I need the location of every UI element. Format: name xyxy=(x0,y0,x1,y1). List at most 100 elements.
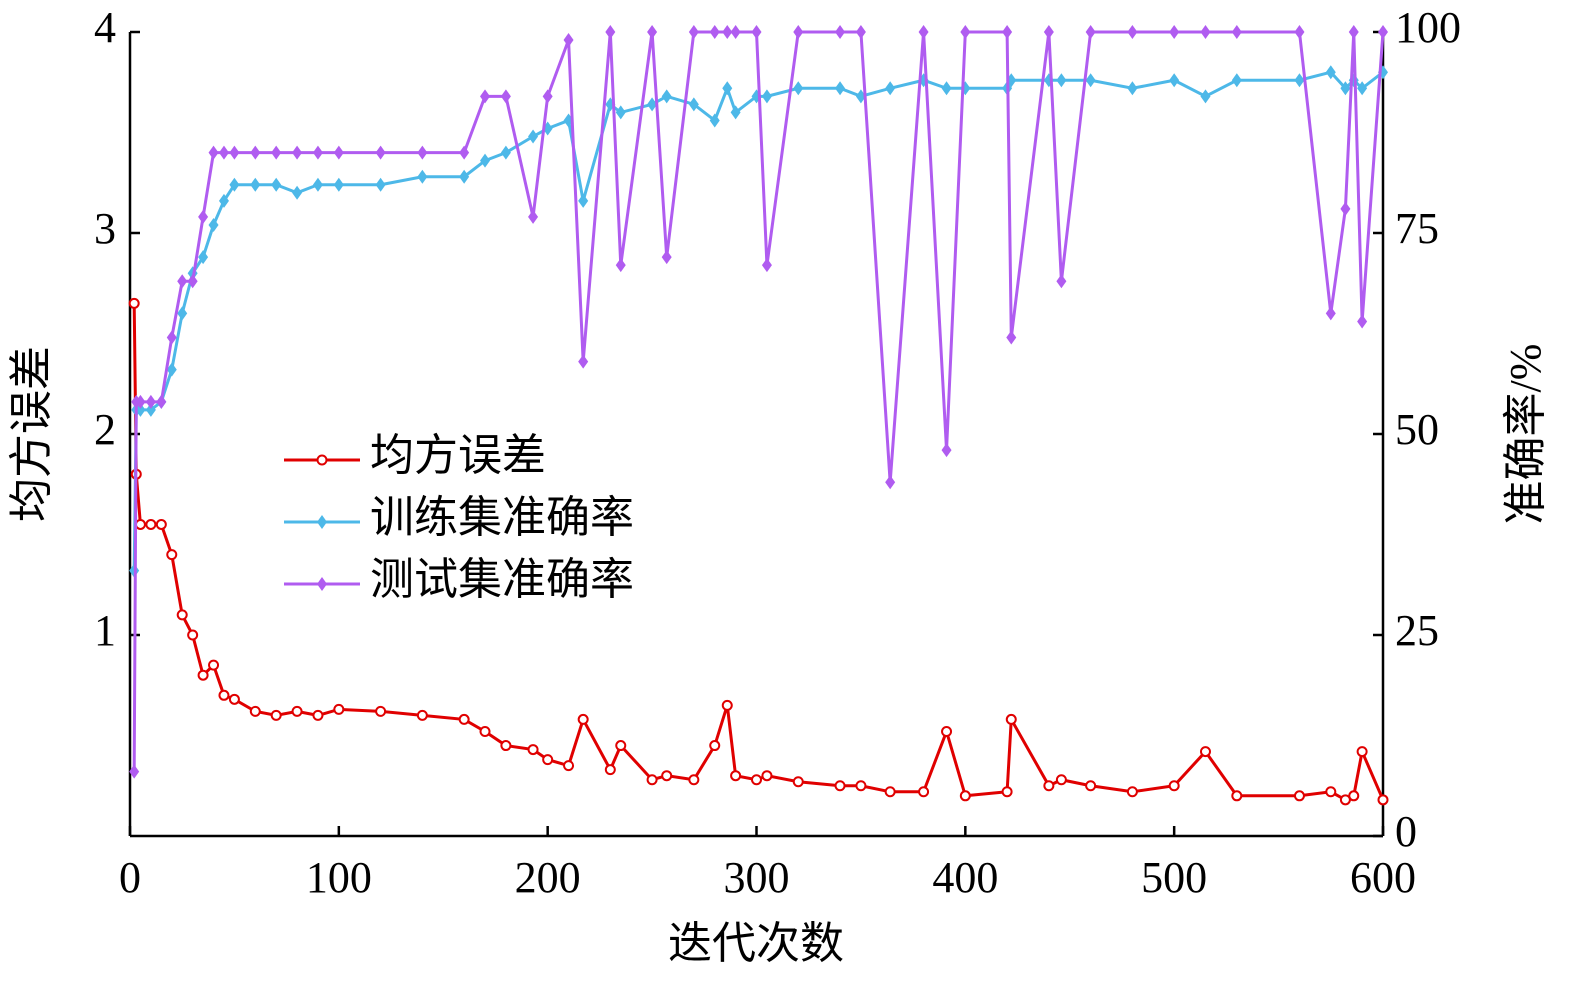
marker xyxy=(1169,73,1180,88)
series xyxy=(129,25,1388,779)
marker xyxy=(198,250,209,265)
marker xyxy=(1339,794,1351,806)
marker xyxy=(1001,786,1013,798)
marker xyxy=(615,105,626,120)
marker xyxy=(1294,25,1305,39)
x-axis-title: 迭代次数 xyxy=(668,919,844,968)
marker xyxy=(855,780,867,792)
marker xyxy=(500,145,511,160)
marker xyxy=(333,177,344,192)
marker xyxy=(835,81,846,96)
marker xyxy=(218,193,229,208)
y-tick-label: 4 xyxy=(94,3,116,52)
marker xyxy=(218,145,229,160)
marker xyxy=(1085,73,1096,88)
marker xyxy=(375,177,386,192)
marker xyxy=(918,25,929,39)
legend-label: 训练集准确率 xyxy=(370,493,634,542)
marker xyxy=(615,258,626,273)
marker xyxy=(375,145,386,160)
marker xyxy=(1231,73,1242,88)
marker xyxy=(1055,774,1067,786)
marker xyxy=(1378,25,1388,39)
marker xyxy=(527,744,539,756)
marker xyxy=(941,443,952,458)
marker xyxy=(793,25,804,39)
marker xyxy=(1005,713,1017,725)
marker xyxy=(1085,780,1097,792)
legend-label: 测试集准确率 xyxy=(370,555,634,604)
marker xyxy=(317,577,327,591)
marker xyxy=(661,770,673,782)
marker xyxy=(647,25,658,39)
series-line xyxy=(132,30,1385,772)
marker xyxy=(1340,201,1351,216)
marker xyxy=(1199,746,1211,758)
marker xyxy=(751,25,762,39)
marker xyxy=(885,475,896,490)
marker xyxy=(166,330,177,345)
marker xyxy=(155,518,167,530)
marker xyxy=(1002,25,1013,39)
marker xyxy=(316,454,328,466)
y-tick-label: 1 xyxy=(94,606,116,655)
marker xyxy=(542,754,554,766)
x-tick-label: 100 xyxy=(306,853,372,902)
marker xyxy=(959,790,971,802)
marker xyxy=(1293,790,1305,802)
marker xyxy=(459,145,470,160)
marker xyxy=(128,297,140,309)
marker xyxy=(198,209,209,224)
marker xyxy=(709,25,720,39)
marker xyxy=(1127,25,1138,39)
x-tick-label: 500 xyxy=(1141,853,1207,902)
marker xyxy=(312,177,323,192)
x-tick-label: 400 xyxy=(932,853,998,902)
marker xyxy=(1006,330,1017,345)
marker xyxy=(312,709,324,721)
marker xyxy=(1340,81,1351,96)
marker xyxy=(250,177,261,192)
marker xyxy=(156,394,167,409)
marker xyxy=(187,629,199,641)
marker xyxy=(563,33,574,48)
marker xyxy=(542,89,553,104)
y-tick-label: 2 xyxy=(94,405,116,454)
marker xyxy=(166,549,178,561)
marker xyxy=(709,113,720,128)
y-axis-title: 均方误差 xyxy=(7,346,56,522)
x-tick-label: 0 xyxy=(119,853,141,902)
marker xyxy=(271,177,282,192)
marker xyxy=(918,786,930,798)
marker xyxy=(722,25,733,39)
marker xyxy=(577,713,589,725)
x-tick-label: 600 xyxy=(1350,853,1416,902)
marker xyxy=(604,764,616,776)
y2-axis-title: 准确率/% xyxy=(1501,344,1550,525)
marker xyxy=(479,725,491,737)
marker xyxy=(1325,786,1337,798)
marker xyxy=(688,25,699,39)
marker xyxy=(1056,73,1067,88)
marker xyxy=(1200,89,1211,104)
marker xyxy=(250,145,261,160)
marker xyxy=(884,786,896,798)
marker xyxy=(145,518,157,530)
marker xyxy=(197,669,209,681)
series-line xyxy=(132,70,1384,571)
marker xyxy=(615,740,627,752)
marker xyxy=(1348,25,1359,39)
marker xyxy=(1325,65,1336,80)
marker xyxy=(416,709,428,721)
marker xyxy=(134,518,146,530)
marker xyxy=(176,609,188,621)
marker xyxy=(1348,790,1360,802)
marker xyxy=(1231,25,1242,39)
marker xyxy=(292,185,303,200)
marker xyxy=(721,699,733,711)
marker xyxy=(208,659,220,671)
y-tick-label: 3 xyxy=(94,204,116,253)
y2-tick-label: 100 xyxy=(1395,3,1461,52)
marker xyxy=(271,145,282,160)
marker xyxy=(1325,306,1336,321)
